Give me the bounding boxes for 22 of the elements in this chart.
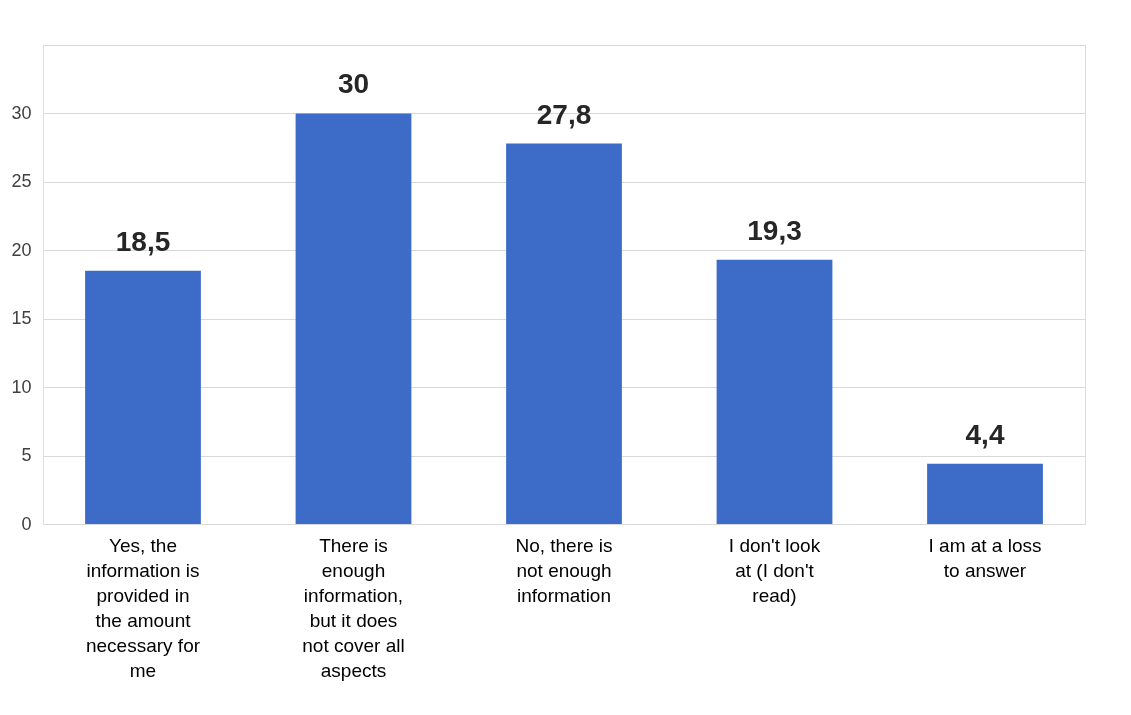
- y-tick-label: 0: [21, 513, 32, 534]
- x-tick-label: There is enough information, but it does not cover all aspects: [302, 534, 405, 681]
- data-label: 19,3: [747, 214, 802, 246]
- y-tick-label: 15: [11, 308, 32, 329]
- data-label: 30: [337, 68, 370, 100]
- x-tick-label: I am at a loss to answer: [928, 534, 1042, 581]
- bar: [716, 259, 833, 524]
- data-label: 4,4: [965, 418, 1005, 450]
- y-tick-label: 20: [11, 239, 32, 260]
- bar: [506, 143, 622, 524]
- y-tick-label: 25: [11, 171, 32, 192]
- data-label: 18,5: [115, 225, 171, 257]
- bar: [295, 113, 412, 524]
- x-tick-label: I don't look at (I don't read): [728, 534, 821, 606]
- y-tick-label: 10: [11, 376, 32, 397]
- y-tick-label: 5: [21, 445, 32, 466]
- data-label: 27,8: [536, 98, 592, 130]
- y-tick-label: 30: [11, 102, 32, 123]
- bar: [927, 463, 1043, 524]
- bar: [85, 270, 201, 524]
- x-tick-label: No, there is not enough information: [515, 534, 613, 606]
- x-tick-label: Yes, the information is provided in the amount necessary for me: [85, 534, 201, 681]
